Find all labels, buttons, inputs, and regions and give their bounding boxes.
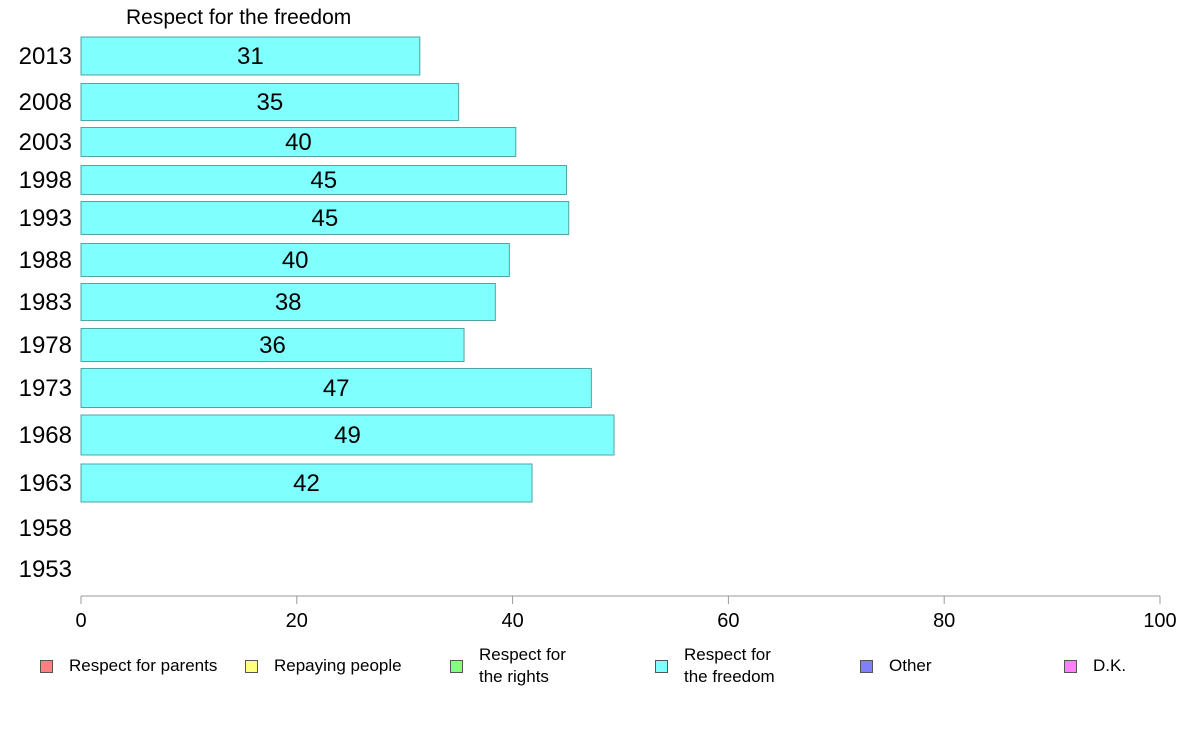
y-tick-label: 1973 (19, 375, 72, 402)
legend-label: Other (889, 656, 932, 675)
y-tick-label: 2013 (19, 43, 72, 70)
bar-value-label: 40 (285, 129, 312, 156)
legend-item-parents: Respect for parents (40, 655, 217, 677)
y-tick-label: 1953 (19, 556, 72, 583)
legend-label: Respect for the rights (479, 645, 566, 686)
legend-swatch (245, 659, 258, 673)
bar-value-label: 49 (334, 422, 361, 449)
legend-label: Repaying people (274, 656, 402, 675)
x-tick-label: 100 (1143, 610, 1176, 632)
bar (80, 127, 517, 157)
bar-value-label: 45 (310, 167, 337, 194)
bar-value-label: 31 (237, 43, 264, 70)
chart-title: Respect for the freedom (126, 6, 352, 29)
x-tick-label: 40 (501, 610, 523, 632)
bar (80, 165, 568, 195)
legend-swatch (1064, 659, 1077, 673)
bar (80, 368, 592, 408)
bar (80, 83, 460, 121)
legend-item-freedom: Respect for the freedom (655, 644, 775, 688)
y-tick-label: 1968 (19, 422, 72, 449)
bar (80, 201, 570, 235)
y-tick-label: 1983 (19, 289, 72, 316)
y-tick-label: 1998 (19, 167, 72, 194)
y-tick-label: 1963 (19, 470, 72, 497)
y-tick-label: 1988 (19, 247, 72, 274)
bar-value-label: 38 (275, 289, 302, 316)
bar-value-label: 45 (312, 205, 339, 232)
bar (80, 36, 421, 76)
legend-item-other: Other (860, 655, 932, 677)
y-tick-label: 1978 (19, 332, 72, 359)
y-tick-label: 2003 (19, 129, 72, 156)
x-tick-label: 80 (933, 610, 955, 632)
x-tick-label: 60 (717, 610, 739, 632)
y-tick-label: 2008 (19, 89, 72, 116)
legend-swatch (450, 659, 463, 673)
legend-label: Respect for the freedom (684, 645, 775, 686)
x-tick-label: 0 (75, 610, 86, 632)
legend-swatch (860, 659, 873, 673)
y-tick-label: 1993 (19, 205, 72, 232)
legend-item-dk: D.K. (1064, 655, 1126, 677)
legend-item-rights: Respect for the rights (450, 644, 566, 688)
bar (80, 463, 533, 503)
bar (80, 243, 510, 277)
bar (80, 328, 465, 362)
legend-swatch (40, 659, 53, 673)
bar-value-label: 40 (282, 247, 309, 274)
bar-value-label: 36 (259, 332, 286, 359)
legend-label: D.K. (1093, 656, 1127, 675)
legend-label: Respect for parents (69, 656, 218, 675)
bar-value-label: 42 (293, 470, 320, 497)
bar (80, 283, 496, 321)
bar-value-label: 35 (256, 89, 283, 116)
y-tick-label: 1958 (19, 515, 72, 542)
x-tick-label: 20 (286, 610, 308, 632)
bar-value-label: 47 (323, 375, 350, 402)
legend-item-repaying: Repaying people (245, 655, 402, 677)
legend-swatch (655, 659, 668, 673)
bar (80, 414, 615, 456)
